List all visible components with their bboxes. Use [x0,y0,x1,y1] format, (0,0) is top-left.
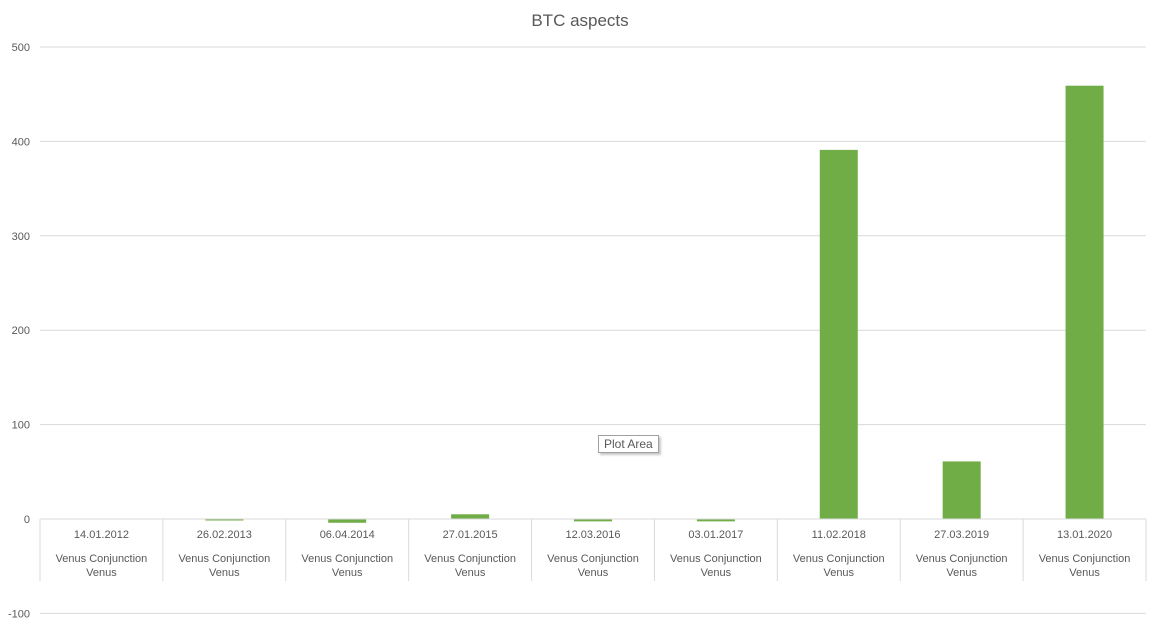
category-date: 14.01.2012 [74,529,129,541]
plot-area-tooltip: Plot Area [598,435,659,453]
category-label: Venus Conjunction Venus [547,553,639,579]
y-tick-label: 300 [12,231,30,243]
category-label: Venus Conjunction Venus [793,553,885,579]
y-tick-label: 200 [12,325,30,337]
category-date: 06.04.2014 [320,529,375,541]
category-date: 27.01.2015 [443,529,498,541]
y-tick-label: 500 [12,42,30,54]
category-date: 11.02.2018 [812,529,866,541]
y-tick-label: 400 [12,136,30,148]
category-label: Venus Conjunction Venus [424,553,516,579]
category-label: Venus Conjunction Venus [178,553,270,579]
y-tick-label: 100 [12,420,30,432]
bar [942,461,981,519]
y-tick-label: 0 [24,514,30,526]
y-tick-label: -100 [8,608,30,620]
category-date: 27.03.2019 [934,529,989,541]
bar [696,519,735,522]
category-date: 26.02.2013 [197,529,252,541]
category-label: Venus Conjunction Venus [670,553,762,579]
category-label: Venus Conjunction Venus [916,553,1008,579]
bar [328,519,367,523]
category-date: 13.01.2020 [1057,529,1112,541]
category-label: Venus Conjunction Venus [1039,553,1131,579]
category-label: Venus Conjunction Venus [56,553,148,579]
chart-title: BTC aspects [531,11,628,30]
bar [819,149,858,519]
bar [205,519,244,521]
bar [451,514,490,519]
category-label: Venus Conjunction Venus [301,553,393,579]
category-date: 12.03.2016 [565,529,620,541]
category-date: 03.01.2017 [688,529,743,541]
bar [574,519,612,522]
bar [1065,85,1104,519]
